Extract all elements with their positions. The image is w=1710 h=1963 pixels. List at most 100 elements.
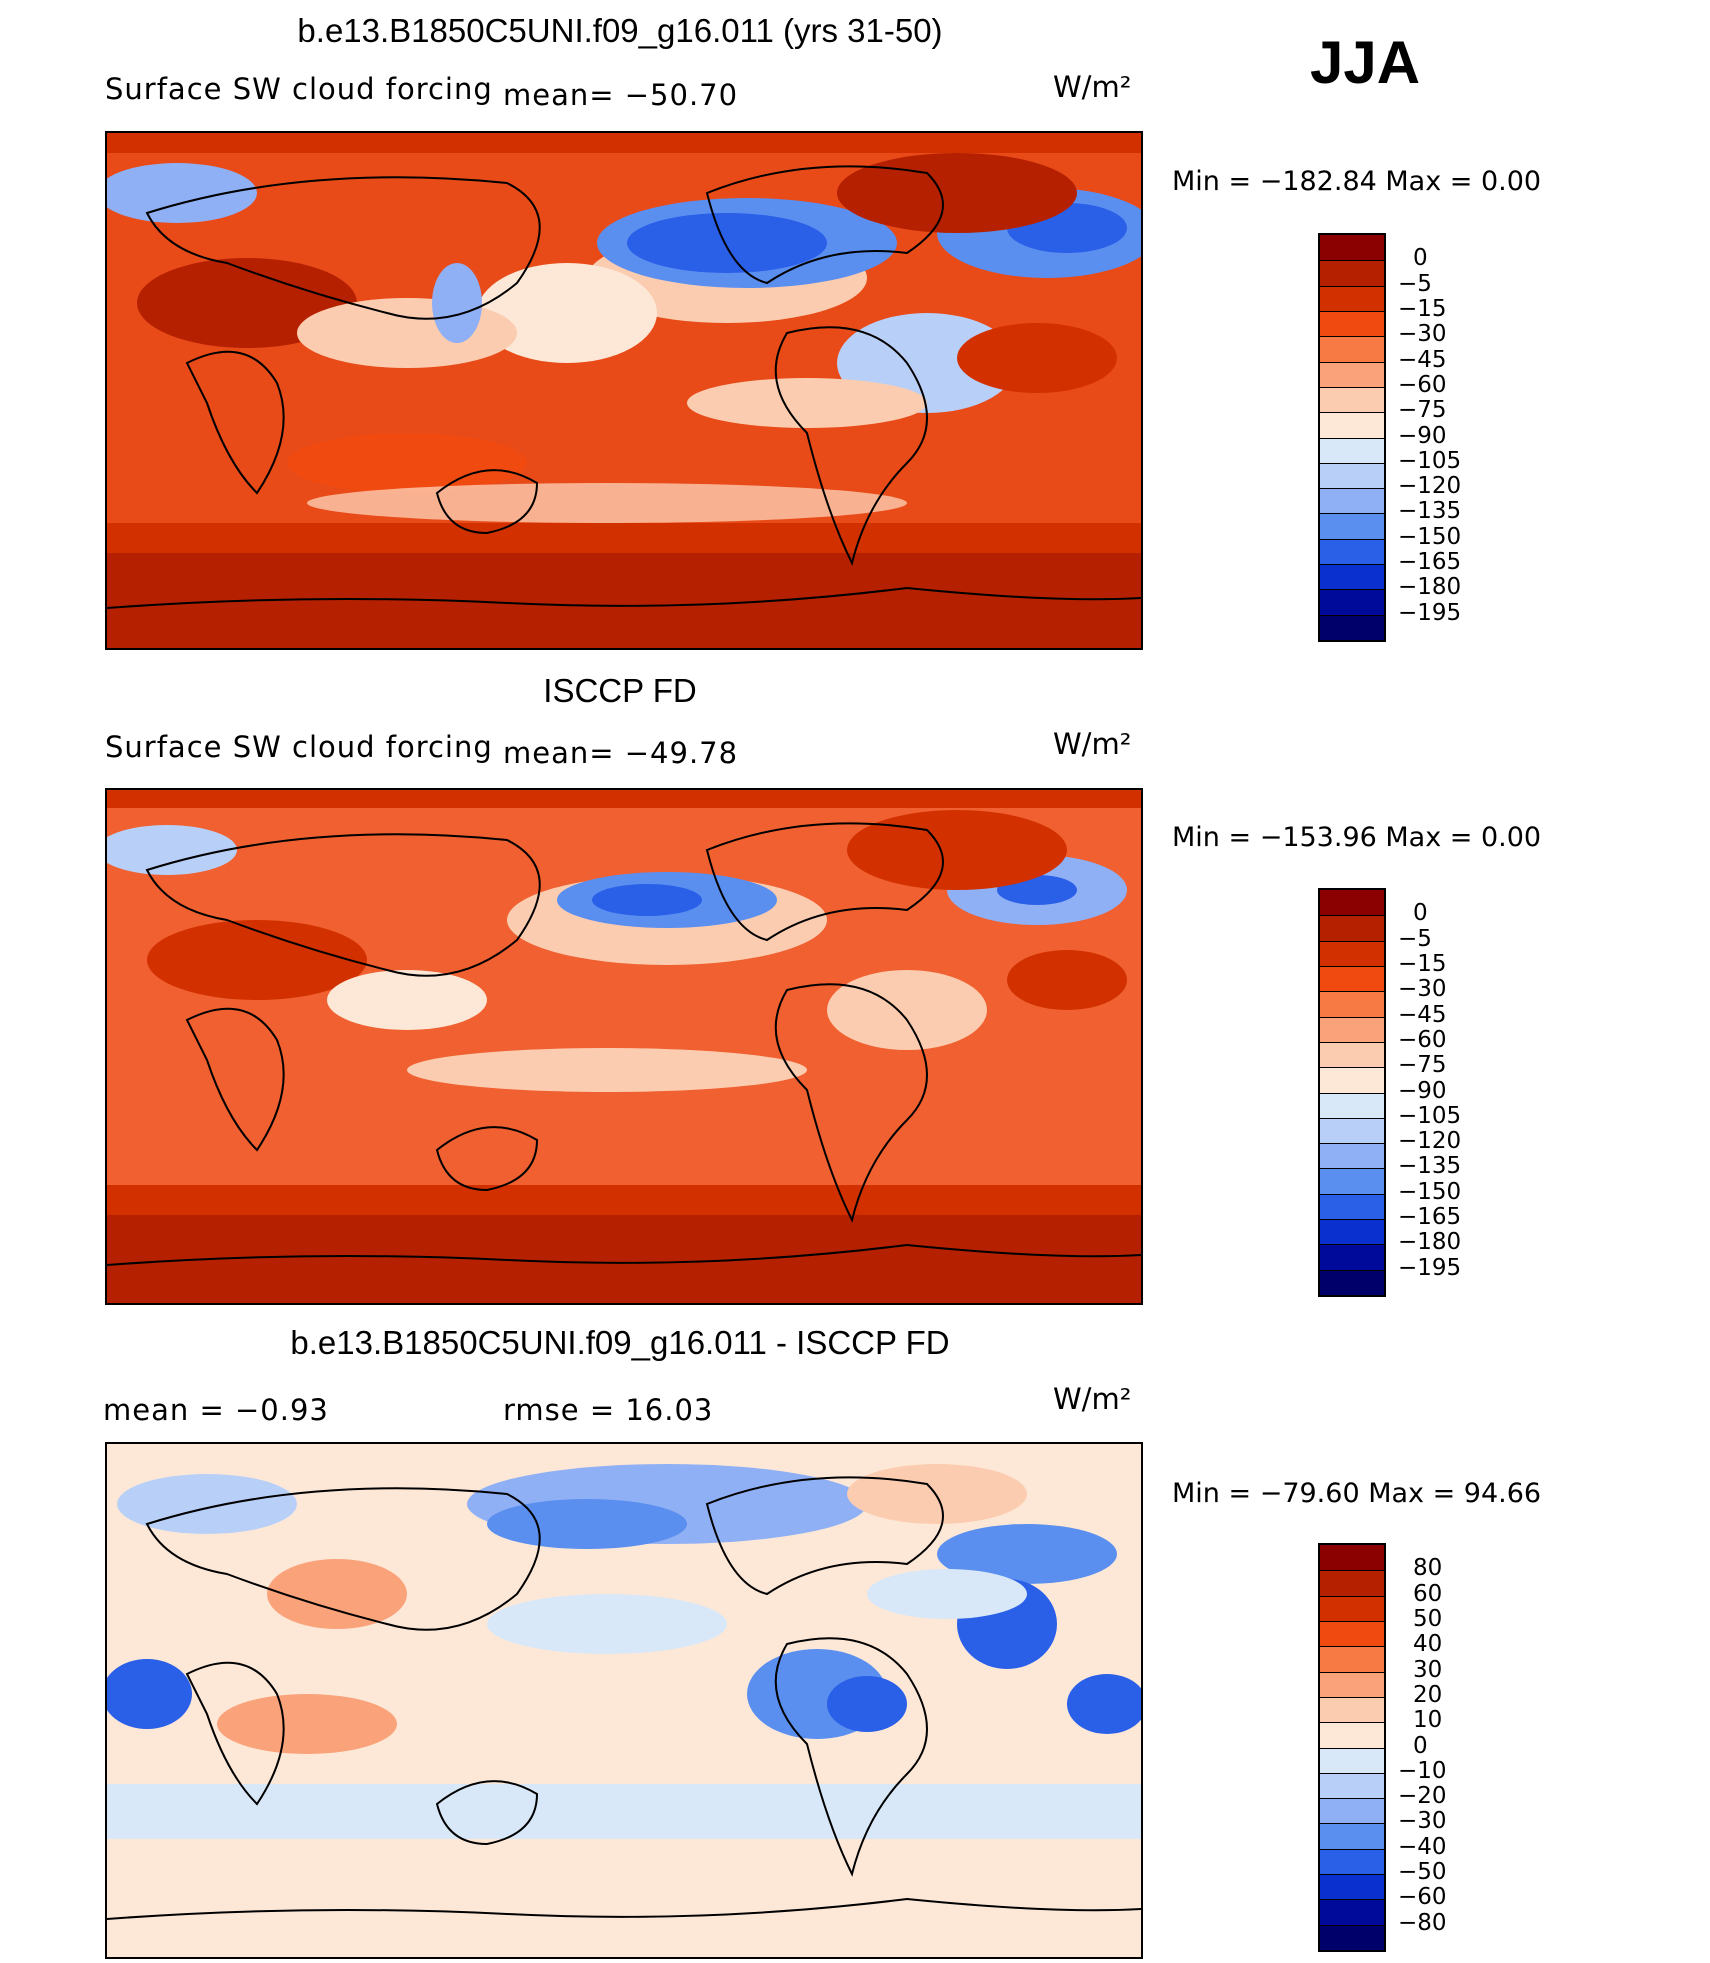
colorbar-label: −165 [1398, 1204, 1462, 1231]
panel-1-map-svg [107, 133, 1141, 648]
panel-3-mean: mean = −0.93 [103, 1393, 329, 1427]
colorbar-swatch [1320, 940, 1384, 966]
colorbar-label: −20 [1398, 1783, 1447, 1810]
colorbar-swatch [1320, 1092, 1384, 1118]
colorbar-label: −120 [1398, 1128, 1462, 1155]
colorbar-label: −75 [1398, 1052, 1447, 1079]
colorbar-swatch [1320, 235, 1384, 261]
colorbar-label: −90 [1398, 1077, 1447, 1104]
colorbar-label: −105 [1398, 447, 1462, 474]
colorbar-swatch [1320, 1545, 1384, 1571]
colorbar-swatch [1320, 1874, 1384, 1900]
colorbar-label: −105 [1398, 1102, 1462, 1129]
colorbar-label: −80 [1398, 1909, 1447, 1936]
season-label: JJA [1310, 29, 1421, 96]
colorbar-label: −75 [1398, 397, 1447, 424]
panel-3-title: b.e13.B1850C5UNI.f09_g16.011 - ISCCP FD [290, 1324, 950, 1361]
colorbar-swatch [1320, 1899, 1384, 1925]
colorbar-swatch [1320, 614, 1384, 640]
colorbar-label: −60 [1398, 1884, 1447, 1911]
colorbar-swatch [1320, 564, 1384, 590]
colorbar-label: −45 [1398, 1001, 1447, 1028]
colorbar-label: 20 [1413, 1681, 1443, 1708]
colorbar-swatch [1320, 1798, 1384, 1824]
colorbar-label: −60 [1398, 371, 1447, 398]
colorbar-swatch [1320, 1620, 1384, 1647]
colorbar-swatch [1320, 1219, 1384, 1245]
panel-1-title: b.e13.B1850C5UNI.f09_g16.011 (yrs 31-50) [297, 12, 943, 49]
colorbar-swatch [1320, 1848, 1384, 1875]
colorbar-label: 0 [1413, 1732, 1428, 1759]
colorbar-label: −165 [1398, 549, 1462, 576]
colorbar-swatch [1320, 1041, 1384, 1068]
colorbar-label: −15 [1398, 950, 1447, 977]
panel-3-map-svg [107, 1444, 1141, 1957]
colorbar-swatch [1320, 437, 1384, 463]
panel-1-minmax: Min = −182.84 Max = 0.00 [1172, 166, 1542, 197]
colorbar-swatch [1320, 488, 1384, 514]
colorbar-swatch [1320, 260, 1384, 286]
panel-3-colorbar [1318, 1543, 1386, 1952]
colorbar-swatch [1320, 1168, 1384, 1194]
colorbar-label: −135 [1398, 1153, 1462, 1180]
colorbar-label: −10 [1398, 1757, 1447, 1784]
colorbar-swatch [1320, 1016, 1384, 1042]
colorbar-label: −180 [1398, 574, 1462, 601]
colorbar-swatch [1320, 412, 1384, 438]
colorbar-swatch [1320, 1722, 1384, 1748]
colorbar-swatch [1320, 361, 1384, 387]
colorbar-label: −195 [1398, 1254, 1462, 1281]
colorbar-swatch [1320, 310, 1384, 337]
colorbar-label: −195 [1398, 599, 1462, 626]
colorbar-label: 50 [1413, 1605, 1443, 1632]
colorbar-swatch [1320, 991, 1384, 1017]
colorbar-swatch [1320, 1747, 1384, 1773]
colorbar-swatch [1320, 1143, 1384, 1169]
colorbar-label: −50 [1398, 1859, 1447, 1886]
colorbar-swatch [1320, 1924, 1384, 1950]
colorbar-swatch [1320, 1772, 1384, 1799]
colorbar-label: −135 [1398, 498, 1462, 525]
panel-1-colorbar [1318, 233, 1386, 642]
colorbar-label: −45 [1398, 346, 1447, 373]
panel-1-units: W/m² [1053, 70, 1132, 104]
colorbar-swatch [1320, 1823, 1384, 1849]
colorbar-swatch [1320, 1646, 1384, 1672]
colorbar-swatch [1320, 1193, 1384, 1220]
colorbar-label: −90 [1398, 422, 1447, 449]
colorbar-label: 0 [1413, 245, 1428, 272]
colorbar-swatch [1320, 1244, 1384, 1270]
panel-1-variable: Surface SW cloud forcing [105, 72, 493, 106]
colorbar-label: −30 [1398, 976, 1447, 1003]
panel-2-minmax: Min = −153.96 Max = 0.00 [1172, 822, 1542, 853]
panel-2-map [105, 788, 1143, 1305]
colorbar-swatch [1320, 1570, 1384, 1596]
panel-2-variable: Surface SW cloud forcing [105, 730, 493, 764]
colorbar-label: −15 [1398, 295, 1447, 322]
colorbar-swatch [1320, 589, 1384, 615]
panel-2-title: ISCCP FD [543, 672, 697, 709]
colorbar-label: 40 [1413, 1631, 1443, 1658]
colorbar-swatch [1320, 513, 1384, 539]
colorbar-label: −40 [1398, 1833, 1447, 1860]
colorbar-swatch [1320, 1117, 1384, 1144]
colorbar-swatch [1320, 965, 1384, 992]
panel-2-mean: mean= −49.78 [503, 736, 739, 770]
colorbar-swatch [1320, 336, 1384, 362]
colorbar-label: 80 [1413, 1555, 1443, 1582]
panel-3-units: W/m² [1053, 1382, 1132, 1416]
colorbar-label: −5 [1398, 925, 1432, 952]
colorbar-swatch [1320, 538, 1384, 565]
colorbar-swatch [1320, 1269, 1384, 1295]
colorbar-label: −150 [1398, 523, 1462, 550]
colorbar-label: −150 [1398, 1178, 1462, 1205]
panel-3-rmse: rmse = 16.03 [503, 1393, 714, 1427]
panel-2-units: W/m² [1053, 727, 1132, 761]
colorbar-label: −180 [1398, 1229, 1462, 1256]
colorbar-swatch [1320, 890, 1384, 916]
panel-2-map-svg [107, 790, 1141, 1303]
panel-1-map [105, 131, 1143, 650]
panel-3-minmax: Min = −79.60 Max = 94.66 [1172, 1478, 1542, 1509]
colorbar-swatch [1320, 1067, 1384, 1093]
colorbar-swatch [1320, 285, 1384, 311]
